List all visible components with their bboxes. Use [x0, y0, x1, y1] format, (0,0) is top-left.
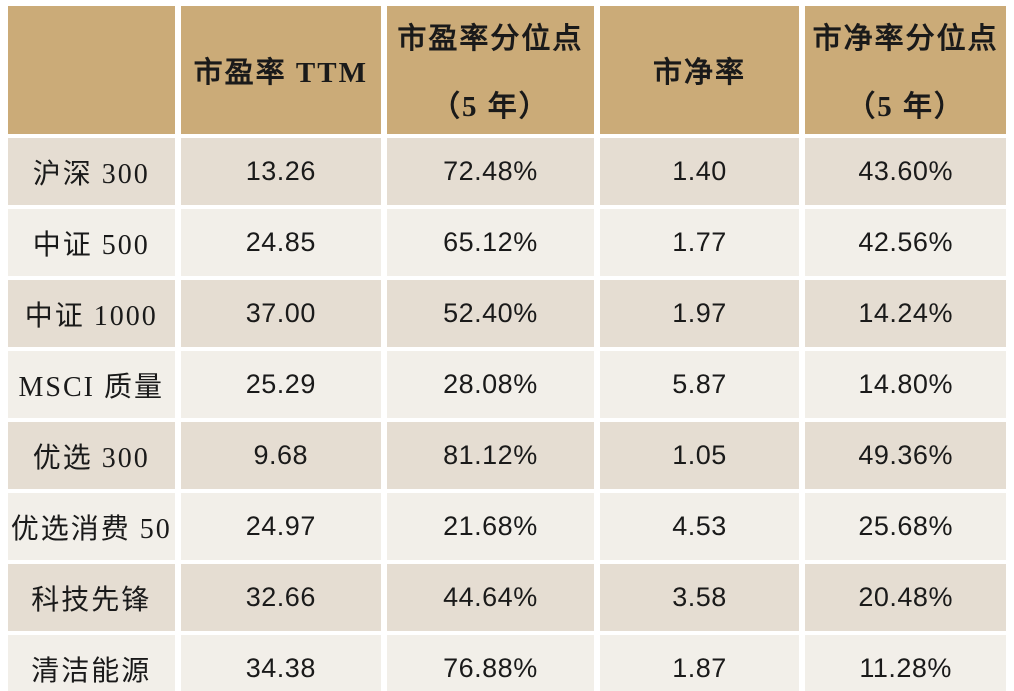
value-cell: 24.97: [180, 493, 382, 560]
column-header-label: 市净率分位点: [812, 23, 999, 55]
value-cell: 4.53: [599, 493, 800, 560]
value-cell: 3.58: [599, 564, 800, 631]
value-cell: 76.88%: [387, 635, 594, 691]
value-cell: 25.68%: [805, 493, 1006, 560]
value-cell: 34.38: [180, 635, 382, 691]
corner-cell: [8, 6, 175, 134]
value-cell: 81.12%: [387, 422, 594, 489]
row-label: 优选 300: [8, 422, 175, 489]
table-row: 优选消费 50 24.97 21.68% 4.53 25.68%: [8, 493, 1006, 560]
value-cell: 32.66: [180, 564, 382, 631]
value-cell: 9.68: [180, 422, 382, 489]
table-row: 科技先锋 32.66 44.64% 3.58 20.48%: [8, 564, 1006, 631]
value-cell: 20.48%: [805, 564, 1006, 631]
value-cell: 11.28%: [805, 635, 1006, 691]
table-row: 中证 1000 37.00 52.40% 1.97 14.24%: [8, 280, 1006, 347]
row-label: 科技先锋: [8, 564, 175, 631]
value-cell: 37.00: [180, 280, 382, 347]
column-header-pb-percentile: 市净率分位点 （5 年）: [805, 6, 1006, 134]
column-header-sublabel: （5 年）: [431, 91, 550, 123]
value-cell: 1.77: [599, 209, 800, 276]
table-row: 优选 300 9.68 81.12% 1.05 49.36%: [8, 422, 1006, 489]
value-cell: 28.08%: [387, 351, 594, 418]
value-cell: 1.40: [599, 138, 800, 205]
column-header-pe-ttm: 市盈率 TTM: [180, 6, 382, 134]
value-cell: 44.64%: [387, 564, 594, 631]
column-header-pb: 市净率: [599, 6, 800, 134]
table-row: 沪深 300 13.26 72.48% 1.40 43.60%: [8, 138, 1006, 205]
row-label: 清洁能源: [8, 635, 175, 691]
row-label: 沪深 300: [8, 138, 175, 205]
value-cell: 14.24%: [805, 280, 1006, 347]
column-header-label: 市净率: [653, 57, 747, 89]
column-header-sublabel: （5 年）: [846, 91, 966, 123]
value-cell: 21.68%: [387, 493, 594, 560]
column-header-pe-percentile: 市盈率分位点 （5 年）: [387, 6, 594, 134]
value-cell: 24.85: [180, 209, 382, 276]
table-row: 中证 500 24.85 65.12% 1.77 42.56%: [8, 209, 1006, 276]
value-cell: 13.26: [180, 138, 382, 205]
value-cell: 52.40%: [387, 280, 594, 347]
column-header-label: 市盈率分位点: [397, 23, 584, 55]
value-cell: 72.48%: [387, 138, 594, 205]
row-label: 中证 500: [8, 209, 175, 276]
value-cell: 1.87: [599, 635, 800, 691]
row-label: MSCI 质量: [8, 351, 175, 418]
value-cell: 5.87: [599, 351, 800, 418]
header-row: 市盈率 TTM 市盈率分位点 （5 年） 市净率 市净率分位点 （5 年）: [8, 6, 1006, 134]
value-cell: 42.56%: [805, 209, 1006, 276]
value-cell: 25.29: [180, 351, 382, 418]
value-cell: 65.12%: [387, 209, 594, 276]
value-cell: 1.05: [599, 422, 800, 489]
value-cell: 49.36%: [805, 422, 1006, 489]
value-cell: 43.60%: [805, 138, 1006, 205]
value-cell: 1.97: [599, 280, 800, 347]
value-cell: 14.80%: [805, 351, 1006, 418]
column-header-label: 市盈率 TTM: [193, 57, 368, 89]
table-row: 清洁能源 34.38 76.88% 1.87 11.28%: [8, 635, 1006, 691]
row-label: 中证 1000: [8, 280, 175, 347]
table-row: MSCI 质量 25.29 28.08% 5.87 14.80%: [8, 351, 1006, 418]
row-label: 优选消费 50: [8, 493, 175, 560]
